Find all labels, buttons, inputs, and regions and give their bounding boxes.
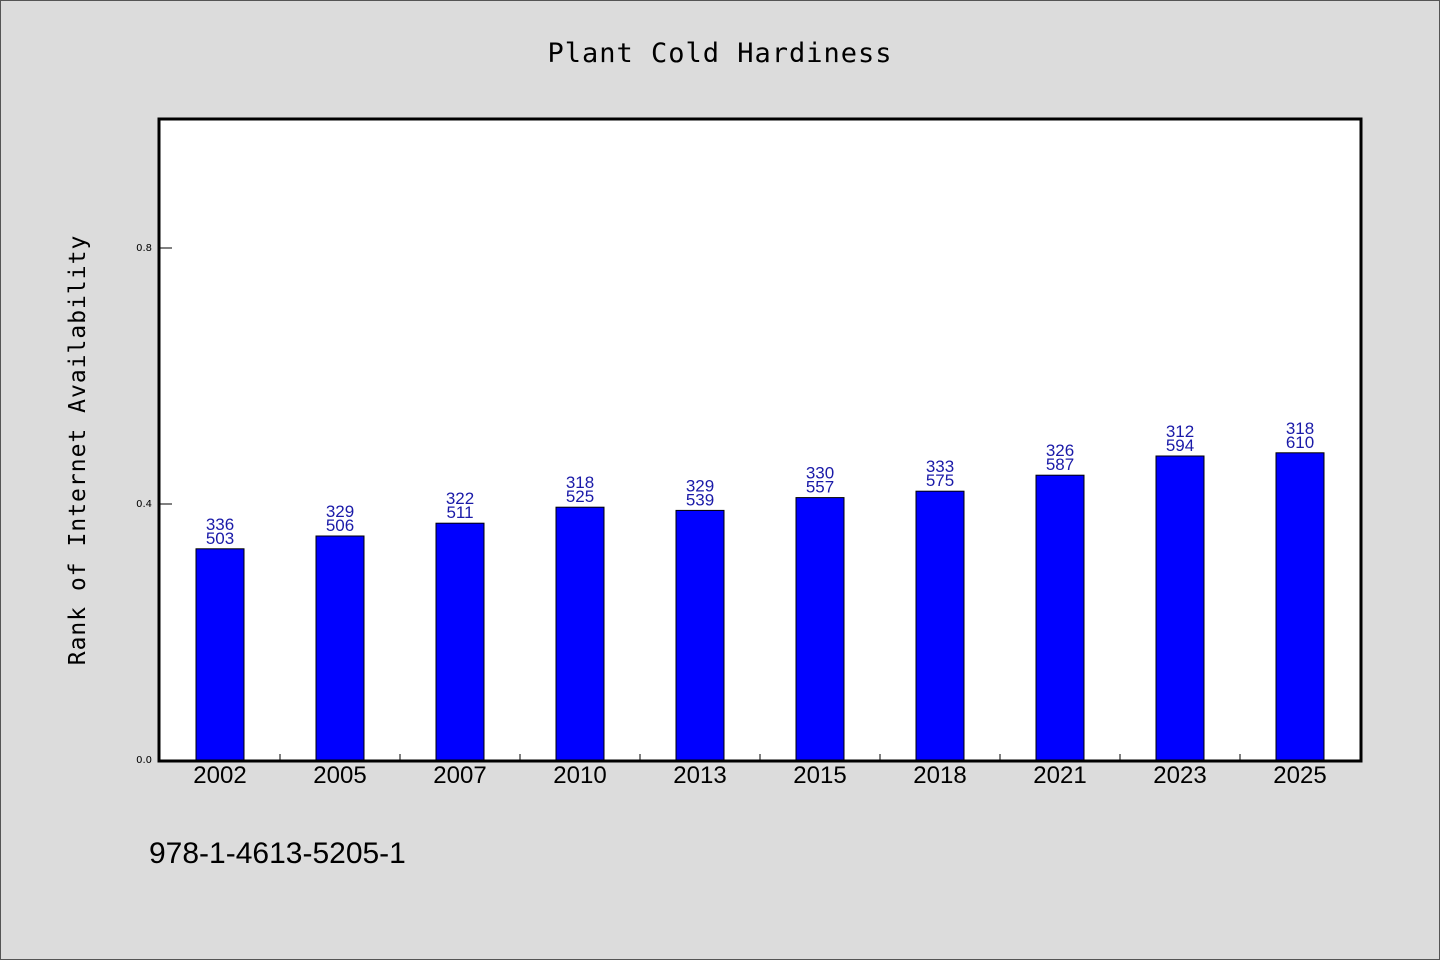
labels-layer: 2002336503200532950620073225112010318525… xyxy=(136,243,1327,789)
data-label-top-2018: 333 xyxy=(926,457,954,476)
x-tick-label-2002: 2002 xyxy=(193,762,246,789)
x-tick-label-2015: 2015 xyxy=(793,762,846,789)
data-label-top-2010: 318 xyxy=(566,473,594,492)
bar-2002 xyxy=(195,548,245,761)
x-tick-label-2023: 2023 xyxy=(1153,762,1206,789)
data-label-bottom-2021: 587 xyxy=(1046,455,1074,474)
bar-2013 xyxy=(675,509,725,761)
bar-2021 xyxy=(1035,474,1085,761)
data-label-bottom-2007: 511 xyxy=(446,503,473,522)
bar-2025 xyxy=(1275,452,1325,761)
data-label-bottom-2010: 525 xyxy=(566,487,594,506)
plot-border xyxy=(157,117,1363,763)
y-tick-label-1: 0.4 xyxy=(136,499,152,510)
x-tick-label-2025: 2025 xyxy=(1273,762,1326,789)
bar-2015 xyxy=(795,497,845,761)
data-label-top-2007: 322 xyxy=(446,489,474,508)
x-tick-label-2018: 2018 xyxy=(913,762,966,789)
data-label-bottom-2018: 575 xyxy=(926,471,954,490)
x-tick-label-2013: 2013 xyxy=(673,762,726,789)
data-label-top-2005: 329 xyxy=(326,502,354,521)
y-axis-label: Rank of Internet Availability xyxy=(65,235,91,666)
bar-2010 xyxy=(555,506,605,761)
data-label-top-2013: 329 xyxy=(686,476,714,495)
data-label-bottom-2002: 503 xyxy=(206,529,234,548)
data-label-top-2023: 312 xyxy=(1166,422,1194,441)
x-tick-label-2010: 2010 xyxy=(553,762,606,789)
y-tick-label-2: 0.8 xyxy=(136,243,152,254)
x-tick-label-2005: 2005 xyxy=(313,762,366,789)
data-label-top-2015: 330 xyxy=(806,464,834,483)
bar-2007 xyxy=(435,522,485,761)
data-label-bottom-2013: 539 xyxy=(686,490,714,509)
chart-title: Plant Cold Hardiness xyxy=(547,38,892,69)
data-label-top-2025: 318 xyxy=(1286,419,1314,438)
bar-2023 xyxy=(1155,455,1205,761)
bar-2005 xyxy=(315,535,365,761)
data-label-bottom-2005: 506 xyxy=(326,516,354,535)
data-label-top-2002: 336 xyxy=(206,515,234,534)
y-tick-label-0: 0.0 xyxy=(136,755,152,766)
x-tick-label-2007: 2007 xyxy=(433,762,486,789)
bars-layer xyxy=(195,452,1325,761)
data-label-bottom-2025: 610 xyxy=(1286,433,1314,452)
data-label-top-2021: 326 xyxy=(1046,441,1074,460)
data-label-bottom-2015: 557 xyxy=(806,478,834,497)
data-label-bottom-2023: 594 xyxy=(1166,436,1194,455)
x-tick-label-2021: 2021 xyxy=(1033,762,1086,789)
bar-2018 xyxy=(915,490,965,761)
isbn-footnote: 978-1-4613-5205-1 xyxy=(149,837,406,870)
